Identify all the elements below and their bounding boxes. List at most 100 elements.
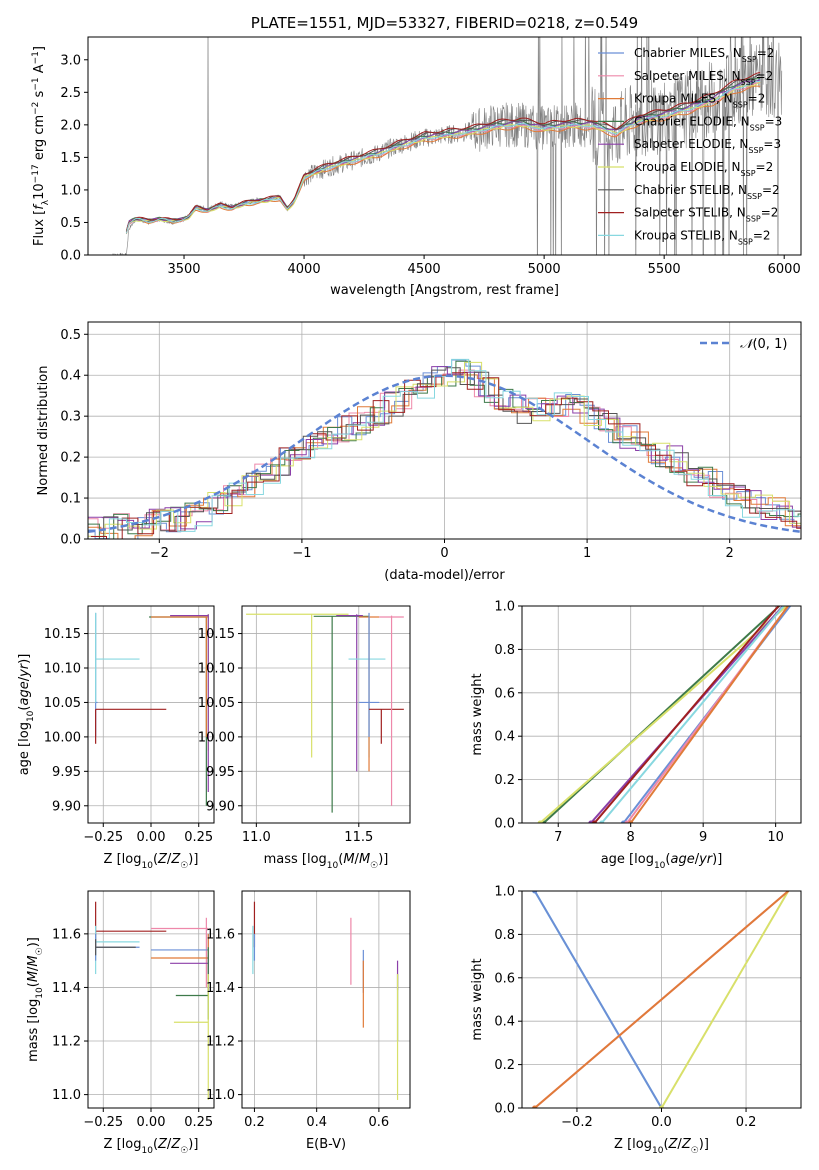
weight-line-7 xyxy=(629,606,789,823)
y-tick-label: 0.0 xyxy=(60,249,81,264)
y-tick-label: 2.5 xyxy=(60,86,81,101)
x-tick-label: −2 xyxy=(150,546,169,561)
y-tick-label: 0.0 xyxy=(60,533,81,548)
legend-text: Chabrier STELIB, N xyxy=(634,183,747,197)
y-tick-label: 0.2 xyxy=(494,773,515,788)
x-axis-label: wavelength [Angstrom, rest frame] xyxy=(330,283,559,298)
weight-marker-7 xyxy=(628,820,634,823)
x-tick-label: 9 xyxy=(699,830,707,845)
y-axis-label: mass [log10(M/M☉)] xyxy=(26,937,45,1062)
y-tick-label: 10.05 xyxy=(44,696,81,711)
y-tick-label: 1.0 xyxy=(494,885,515,900)
y-tick-label: 11.2 xyxy=(206,1035,235,1050)
label-part: ☉ xyxy=(180,861,188,871)
x-tick-label: 0 xyxy=(440,546,448,561)
label-part: 10 xyxy=(652,1146,664,1156)
label-part: Z xyxy=(157,1137,168,1152)
label-part: / xyxy=(167,852,172,867)
plot-area xyxy=(109,37,783,255)
weight-line-3 xyxy=(593,606,780,823)
legend-end: =2 xyxy=(756,69,774,83)
age-vs-Z-panel: −0.25 0.00 0.25 9.90 9.95 10.00 10.05 10.10 10.1… xyxy=(17,605,215,871)
y-tick-label: 11.4 xyxy=(52,981,81,996)
legend-text: Kroupa ELODIE, N xyxy=(634,160,741,174)
x-tick-label: 0.4 xyxy=(306,1115,327,1130)
plot-area xyxy=(95,612,209,806)
y-tick-label: 1.5 xyxy=(60,151,81,166)
label-part: )] xyxy=(378,852,388,867)
label-part: s xyxy=(32,90,47,101)
legend-text: Kroupa MILES, N xyxy=(634,92,733,106)
y-axis-label: Normed distribution xyxy=(36,366,51,496)
label-part: / xyxy=(167,1137,172,1152)
legend-entry-2: Kroupa MILES, NSSP=2 xyxy=(634,92,765,110)
legend-text: Chabrier ELODIE, N xyxy=(634,114,750,128)
x-tick-label: 8 xyxy=(627,830,635,845)
label-part: age xyxy=(670,852,694,867)
legend-sub: SSP xyxy=(747,191,762,200)
y-tick-label: 0.4 xyxy=(60,369,81,384)
x-tick-label: 0.00 xyxy=(137,1115,166,1130)
legend-entry-1: Salpeter MILES, NSSP=2 xyxy=(634,69,773,87)
x-tick-label: −1 xyxy=(292,546,311,561)
x-axis-label: Z [log10(Z/Z☉)] xyxy=(104,852,199,871)
label-part: M xyxy=(26,971,41,982)
label-part: Z xyxy=(170,1137,181,1152)
weight-marker-4 xyxy=(532,1105,538,1108)
weight-line-2 xyxy=(660,891,790,1108)
y-tick-label: 0.5 xyxy=(60,328,81,343)
label-part: mass [log xyxy=(264,852,327,867)
plot-area xyxy=(537,606,791,823)
x-tick-label: 2 xyxy=(726,546,734,561)
y-tick-label: 9.95 xyxy=(206,765,235,780)
y-tick-label: 10.00 xyxy=(198,730,235,745)
y-tick-label: 0.0 xyxy=(494,817,515,832)
y-tick-label: 10.10 xyxy=(44,662,81,677)
y-tick-label: 10.10 xyxy=(198,662,235,677)
label-part: M xyxy=(359,852,370,867)
legend-end: =2 xyxy=(748,92,766,106)
weight-line-0 xyxy=(543,606,780,823)
y-axis-label: mass weight xyxy=(470,958,485,1040)
y-tick-label: 11.0 xyxy=(206,1088,235,1103)
label-part: yr xyxy=(698,852,714,867)
histogram-5 xyxy=(88,361,801,537)
y-tick-label: 0.5 xyxy=(60,216,81,231)
y-axis-label: mass weight xyxy=(470,673,485,755)
y-tick-label: 1.0 xyxy=(494,600,515,615)
x-tick-label: 3500 xyxy=(167,262,200,277)
label-part: ☉ xyxy=(691,1146,699,1156)
histogram-7 xyxy=(90,372,801,539)
x-axis-label: Z [log10(Z/Z☉)] xyxy=(104,1137,199,1156)
label-part: −1 xyxy=(31,77,41,90)
x-axis-label: mass [log10(M/M☉)] xyxy=(264,852,389,871)
y-axis-label: Flux [fλ10−17 erg cm−2 s−1 A−1] xyxy=(31,46,51,246)
label-part: Z xyxy=(170,852,181,867)
x-tick-label: 5000 xyxy=(528,262,561,277)
y-tick-label: 11.4 xyxy=(206,981,235,996)
legend-end: =3 xyxy=(763,137,781,151)
label-part: age [log xyxy=(17,722,32,775)
legend-end: =2 xyxy=(753,228,771,242)
plot-area xyxy=(95,901,209,1100)
label-part: 10 xyxy=(327,861,339,871)
y-tick-label: 0.3 xyxy=(60,410,81,425)
x-tick-label: 4500 xyxy=(408,262,441,277)
label-part: f xyxy=(32,203,47,210)
plot-area xyxy=(252,901,399,1100)
label-part: M xyxy=(343,852,354,867)
histogram-6 xyxy=(89,367,801,539)
mass-vs-ebv-panel: 0.2 0.4 0.6 11.0 11.2 11.4 11.6 E(B-V) xyxy=(206,890,411,1152)
axes-frame xyxy=(241,890,411,1109)
plot-area xyxy=(532,891,790,1108)
x-tick-label: 7 xyxy=(554,830,562,845)
y-tick-label: 0.8 xyxy=(494,643,515,658)
legend-entry-4: Salpeter ELODIE, NSSP=3 xyxy=(634,137,781,155)
label-part: yr xyxy=(17,662,32,678)
label-part: ( xyxy=(153,852,158,867)
x-tick-label: 0.2 xyxy=(736,1115,757,1130)
x-tick-label: 0.25 xyxy=(184,830,213,845)
histogram-1 xyxy=(88,369,801,531)
model-line-5 xyxy=(125,81,761,232)
